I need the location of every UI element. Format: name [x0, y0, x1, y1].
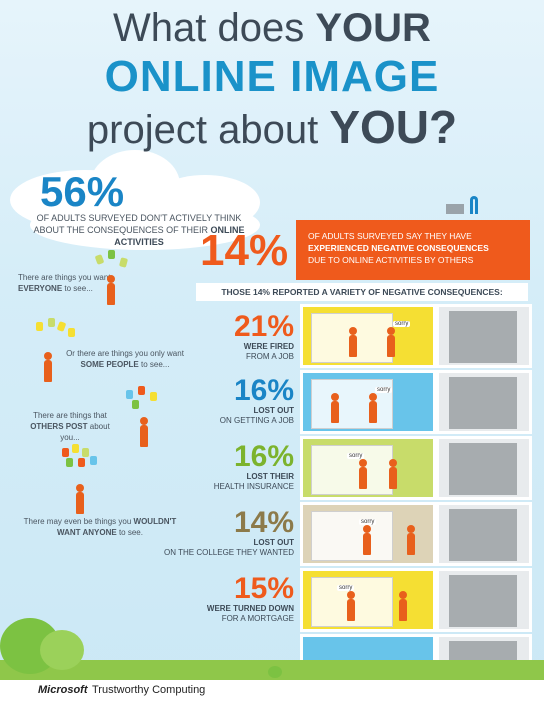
negative-box: OF ADULTS SURVEYED SAY THEY HAVE EXPERIE… [296, 220, 530, 280]
stat-percent: 21% [233, 310, 294, 343]
title-line-1-bold: YOUR [315, 6, 431, 50]
sorry-bubble: sorry [347, 453, 365, 459]
title-line-1: What does YOUR [0, 6, 544, 51]
left-item-2-pre: Or there are things you only want [66, 349, 184, 358]
tree [40, 630, 84, 670]
roof-pipe [470, 196, 478, 214]
intro-percent: 56% [40, 168, 125, 215]
negative-text-bold: EXPERIENCED NEGATIVE CONSEQUENCES [308, 243, 489, 253]
left-item-1: There are things you want EVERYONE to se… [18, 272, 138, 294]
intro-text-bold: ONLINE ACTIVITIES [114, 225, 245, 247]
stat-percent: 16% [233, 440, 294, 473]
left-item-2: Or there are things you only want SOME P… [60, 348, 190, 370]
sorry-bubble: sorry [359, 519, 377, 525]
left-item-2-post: to see... [141, 360, 170, 369]
negative-text-pre: OF ADULTS SURVEYED SAY THEY HAVE [308, 231, 472, 241]
title-line-3-bold: YOU? [329, 101, 458, 153]
stat-percent: 14% [233, 506, 294, 539]
tree [268, 666, 282, 678]
left-item-4-pre: There may even be things you [23, 517, 132, 526]
negative-percent: 14% [200, 226, 289, 275]
title-line-3: project about YOU? [0, 100, 544, 154]
floor-2: sorry [300, 370, 436, 434]
left-item-4: There may even be things you WOULDN'T WA… [20, 516, 180, 538]
stat-lost-job: 16% LOST OUT ON GETTING A JOB [220, 376, 294, 426]
title-line-3-text: project about [86, 108, 319, 152]
stat-fired: 21% WERE FIRED FROM A JOB [234, 312, 294, 362]
microsoft-logo: Microsoft [38, 684, 88, 696]
floor-1: sorry [300, 304, 436, 368]
floor-3: sorry [300, 436, 436, 500]
sorry-bubble: sorry [337, 585, 355, 591]
floor-5: sorry [300, 568, 436, 632]
consequences-header: THOSE 14% REPORTED A VARIETY OF NEGATIVE… [196, 283, 528, 301]
left-item-3-pre: There are things that [33, 411, 107, 420]
left-item-1-pre: There are things you want [18, 273, 111, 282]
left-item-3-post: about you... [60, 422, 110, 442]
negative-text-post: DUE TO ONLINE ACTIVITIES BY OTHERS [308, 255, 474, 265]
title-line-1-text: What does [113, 6, 305, 50]
intro-text-body: OF ADULTS SURVEYED DON'T ACTIVELY THINK … [33, 213, 242, 235]
sorry-bubble: sorry [375, 387, 393, 393]
intro-text: OF ADULTS SURVEYED DON'T ACTIVELY THINK … [28, 212, 250, 248]
stairwell-1 [436, 304, 532, 368]
stat-percent: 15% [233, 572, 294, 605]
stairwell-4 [436, 502, 532, 566]
roof-vent [446, 204, 464, 214]
left-item-3: There are things that OTHERS POST about … [20, 410, 120, 443]
stairwell-5 [436, 568, 532, 632]
stat-percent: 16% [233, 374, 294, 407]
stairwell-3 [436, 436, 532, 500]
stat-lost-insurance: 16% LOST THEIR HEALTH INSURANCE [214, 442, 294, 492]
left-item-2-bold: SOME PEOPLE [80, 360, 139, 369]
stat-label: LOST OUT ON GETTING A JOB [219, 406, 294, 425]
stat-label: LOST OUT ON THE COLLEGE THEY WANTED [164, 538, 294, 557]
sorry-bubble: sorry [393, 321, 411, 327]
left-item-1-post: to see... [64, 284, 93, 293]
footer [0, 680, 544, 707]
stat-label: LOST THEIR HEALTH INSURANCE [213, 472, 294, 491]
title-line-2: ONLINE IMAGE [104, 52, 440, 101]
footer-tagline: Trustworthy Computing [92, 684, 206, 696]
left-item-3-bold: OTHERS POST [30, 422, 88, 431]
stat-label: WERE FIRED FROM A JOB [243, 342, 294, 361]
stat-label: WERE TURNED DOWN FOR A MORTGAGE [206, 604, 294, 623]
stairwell-2 [436, 370, 532, 434]
left-item-4-post: to see. [118, 528, 143, 537]
floor-4: sorry [300, 502, 436, 566]
left-item-4-bold: WOULDN'T WANT ANYONE [57, 517, 177, 537]
cloud [30, 200, 260, 250]
left-item-1-bold: EVERYONE [18, 284, 63, 293]
stat-lost-college: 14% LOST OUT ON THE COLLEGE THEY WANTED [164, 508, 294, 558]
stat-mortgage: 15% WERE TURNED DOWN FOR A MORTGAGE [207, 574, 294, 624]
